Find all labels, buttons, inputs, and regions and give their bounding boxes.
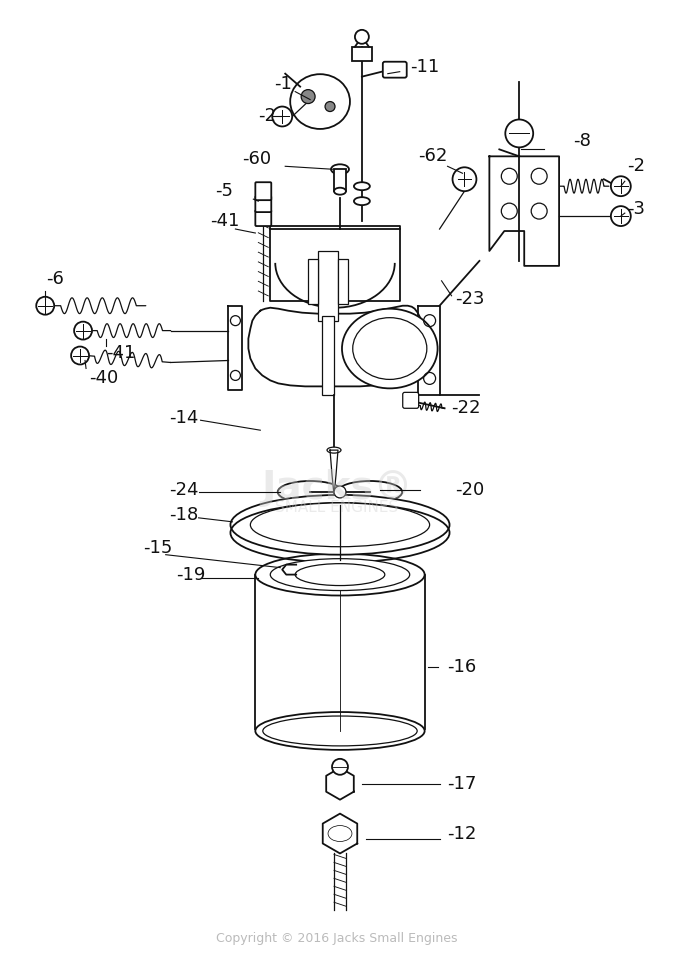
Circle shape [611,206,631,226]
Ellipse shape [338,481,402,502]
Ellipse shape [255,554,425,595]
Bar [338,259,348,303]
Text: Jacks®: Jacks® [261,469,412,507]
Circle shape [325,101,335,112]
Polygon shape [489,156,559,266]
Text: -1: -1 [274,75,292,93]
Ellipse shape [255,712,425,750]
Ellipse shape [290,75,350,129]
Text: -19: -19 [176,566,205,584]
Text: -2: -2 [627,157,645,175]
Circle shape [71,346,89,365]
Circle shape [272,106,292,126]
Text: -20: -20 [456,481,485,499]
Polygon shape [248,305,425,387]
Text: -60: -60 [242,150,271,168]
Bar [308,259,318,303]
Text: -3: -3 [627,200,645,218]
Polygon shape [418,305,439,395]
Polygon shape [326,768,354,800]
Text: -5: -5 [215,182,234,200]
Text: -22: -22 [452,399,481,417]
Text: -11: -11 [410,57,439,76]
FancyBboxPatch shape [255,182,271,200]
Text: -6: -6 [46,270,64,288]
Circle shape [611,176,631,196]
Circle shape [332,759,348,775]
Text: -18: -18 [169,506,198,523]
Circle shape [506,120,533,147]
Ellipse shape [342,309,437,389]
Bar [334,169,346,191]
Text: -12: -12 [448,825,477,842]
FancyBboxPatch shape [255,211,271,226]
Circle shape [74,322,92,340]
Text: -14: -14 [169,410,198,427]
Circle shape [301,90,315,103]
Polygon shape [323,813,357,854]
Circle shape [452,167,477,191]
Text: -15: -15 [143,539,172,557]
Ellipse shape [277,481,342,502]
Polygon shape [330,450,338,495]
Circle shape [36,297,54,315]
Text: -24: -24 [169,481,198,499]
Text: -41: -41 [211,212,240,230]
FancyBboxPatch shape [403,392,418,409]
Text: -23: -23 [456,290,485,308]
Text: -41: -41 [106,344,135,362]
Text: -16: -16 [448,658,477,677]
Ellipse shape [354,197,370,205]
Text: -62: -62 [418,147,447,166]
Ellipse shape [295,564,385,586]
Text: Copyright © 2016 Jacks Small Engines: Copyright © 2016 Jacks Small Engines [216,931,458,945]
Text: -8: -8 [573,132,591,150]
Circle shape [334,486,346,498]
Bar [322,316,334,395]
Ellipse shape [250,502,429,546]
Text: -2: -2 [259,107,276,125]
Bar [352,47,372,60]
Ellipse shape [230,495,450,555]
FancyBboxPatch shape [255,196,271,212]
Ellipse shape [270,559,410,590]
Text: -40: -40 [89,369,118,388]
Ellipse shape [354,182,370,190]
Ellipse shape [327,447,341,453]
Ellipse shape [331,165,349,174]
Polygon shape [228,305,242,390]
Circle shape [355,30,369,44]
Polygon shape [270,226,400,300]
Text: SMALL ENGINES: SMALL ENGINES [275,501,399,516]
Ellipse shape [334,188,346,194]
Text: -17: -17 [448,775,477,792]
FancyBboxPatch shape [383,61,407,78]
Bar [318,251,338,321]
